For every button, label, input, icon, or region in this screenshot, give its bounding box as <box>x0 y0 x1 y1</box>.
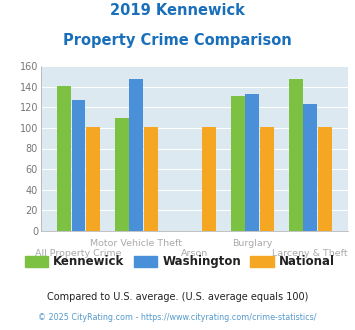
Legend: Kennewick, Washington, National: Kennewick, Washington, National <box>20 250 339 273</box>
Bar <box>57 85 71 231</box>
Text: Larceny & Theft: Larceny & Theft <box>272 249 348 258</box>
Bar <box>86 127 100 231</box>
Text: Burglary: Burglary <box>232 239 273 248</box>
Bar <box>202 127 216 231</box>
Bar <box>144 127 158 231</box>
Bar <box>260 127 274 231</box>
Bar <box>245 94 259 231</box>
Bar <box>72 100 86 231</box>
Bar <box>289 80 303 231</box>
Text: Compared to U.S. average. (U.S. average equals 100): Compared to U.S. average. (U.S. average … <box>47 292 308 302</box>
Bar <box>231 96 245 231</box>
Text: All Property Crime: All Property Crime <box>35 249 122 258</box>
Text: © 2025 CityRating.com - https://www.cityrating.com/crime-statistics/: © 2025 CityRating.com - https://www.city… <box>38 314 317 322</box>
Bar <box>115 117 129 231</box>
Bar <box>130 80 143 231</box>
Text: Property Crime Comparison: Property Crime Comparison <box>63 33 292 48</box>
Bar <box>303 104 317 231</box>
Text: Arson: Arson <box>181 249 208 258</box>
Bar <box>318 127 332 231</box>
Text: Motor Vehicle Theft: Motor Vehicle Theft <box>91 239 182 248</box>
Text: 2019 Kennewick: 2019 Kennewick <box>110 3 245 18</box>
